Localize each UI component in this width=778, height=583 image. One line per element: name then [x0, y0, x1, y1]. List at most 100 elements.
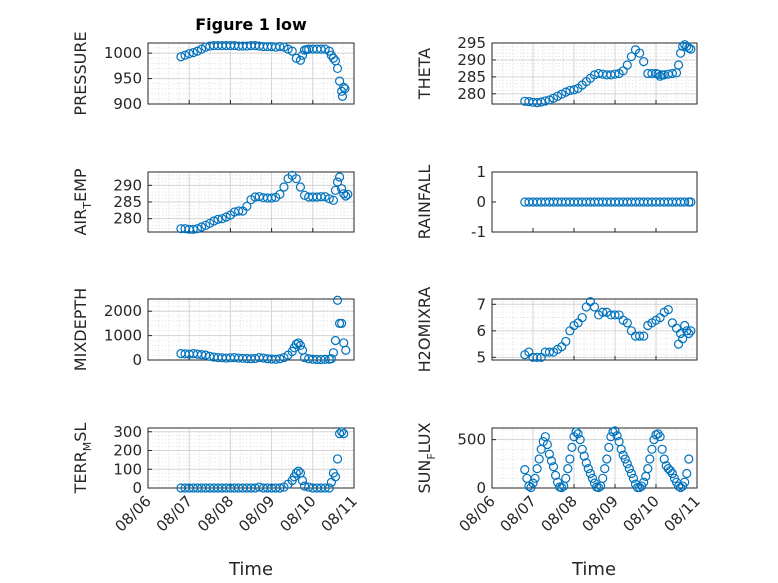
data-point — [645, 454, 655, 464]
data-point — [583, 464, 593, 474]
y-axis-label: THETA — [415, 48, 434, 100]
x-tick-label: 08/10 — [276, 492, 319, 535]
y-axis-label: AIRTEMP — [71, 168, 94, 235]
data-point — [275, 483, 285, 493]
data-point — [341, 345, 351, 355]
data-point — [680, 320, 690, 331]
data-point — [343, 189, 353, 199]
data-point — [544, 449, 555, 459]
x-tick-label: 08/10 — [620, 492, 663, 535]
x-tick-label: 08/07 — [497, 492, 540, 535]
data-point — [655, 432, 665, 442]
data-point — [316, 44, 326, 54]
data-point — [196, 222, 207, 232]
data-point — [339, 429, 349, 439]
data-point — [622, 318, 632, 328]
data-point — [337, 184, 347, 194]
x-tick-label: 08/06 — [112, 492, 155, 535]
x-axis-label-right: Time — [571, 559, 616, 580]
data-point — [673, 60, 684, 70]
data-point — [339, 82, 349, 92]
data-point — [561, 87, 571, 97]
data-point — [291, 174, 301, 184]
y-tick-label: 500 — [457, 431, 486, 449]
data-point — [610, 310, 620, 320]
data-point — [620, 454, 630, 464]
data-point — [682, 326, 692, 336]
data-point — [201, 350, 211, 360]
data-point — [639, 331, 649, 341]
data-point — [332, 295, 343, 305]
data-point — [686, 197, 696, 207]
y-tick-label: 290 — [457, 51, 486, 69]
data-point — [548, 462, 559, 472]
data-point — [184, 49, 194, 59]
data-point — [188, 48, 198, 58]
data-point — [600, 464, 610, 474]
data-point — [328, 195, 338, 205]
data-point — [602, 454, 612, 464]
data-point — [653, 69, 663, 79]
data-point — [682, 468, 692, 479]
data-point — [589, 302, 600, 312]
x-tick-label: 08/09 — [235, 492, 278, 535]
subplot-h2omixra: 5 6 7 H2OMIXRA — [415, 287, 698, 373]
data-point — [684, 454, 694, 464]
y-tick-label: 0 — [132, 479, 142, 497]
data-point — [647, 68, 657, 79]
x-tick-label: 08/11 — [318, 492, 361, 535]
data-point — [657, 444, 667, 454]
y-tick-label: 0 — [132, 351, 142, 369]
data-point — [532, 464, 542, 474]
data-point — [567, 442, 577, 452]
y-tick-label: 5 — [476, 348, 486, 366]
data-point — [299, 481, 310, 491]
data-point — [542, 439, 552, 450]
data-point — [639, 477, 649, 487]
data-point — [604, 442, 614, 452]
data-point — [569, 85, 579, 95]
data-point — [192, 224, 203, 234]
data-point — [628, 473, 639, 483]
data-point — [587, 473, 598, 483]
y-axis-label: H2OMIXRA — [415, 287, 434, 373]
axes-border — [491, 298, 698, 361]
x-tick-label: 08/07 — [153, 492, 196, 535]
data-point — [581, 458, 591, 468]
data-point — [293, 466, 303, 476]
subplot-rainfall: -1 0 1 RAINFALL — [415, 163, 698, 241]
data-point — [579, 451, 589, 461]
data-point — [686, 326, 696, 336]
data-point — [339, 189, 349, 199]
data-point — [297, 475, 308, 486]
data-point — [678, 334, 688, 344]
y-tick-label: 6 — [476, 322, 486, 340]
data-point — [334, 429, 345, 439]
data-point — [337, 318, 347, 328]
data-point — [573, 429, 583, 439]
data-point — [653, 429, 663, 439]
y-tick-label: 295 — [457, 34, 486, 52]
y-tick-label: 285 — [457, 68, 486, 86]
y-tick-label: -1 — [471, 223, 486, 241]
data-point — [291, 339, 301, 349]
data-point — [520, 465, 530, 475]
data-point — [217, 214, 227, 224]
data-point — [324, 194, 334, 204]
subplot-pressure: 900 950 1000 PRESSURE — [71, 31, 355, 116]
data-point — [680, 197, 690, 207]
data-point — [550, 470, 561, 481]
data-point — [598, 307, 608, 317]
data-point — [287, 46, 297, 56]
data-point — [536, 97, 546, 107]
data-point — [575, 435, 585, 445]
data-point — [686, 44, 696, 54]
data-point — [678, 41, 688, 51]
data-point — [585, 468, 596, 479]
x-tick-label: 08/06 — [456, 492, 499, 535]
data-point — [616, 444, 626, 454]
y-axis-label: SUNFLUX — [415, 422, 438, 493]
data-point — [610, 69, 620, 79]
